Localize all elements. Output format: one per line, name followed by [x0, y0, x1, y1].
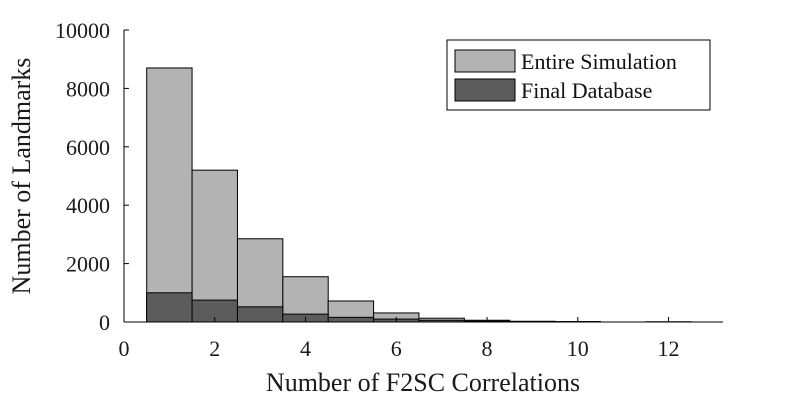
x-tick-label: 8 — [482, 336, 493, 361]
y-tick-label: 4000 — [66, 193, 110, 218]
ticks-layer: 0 2 4 6 8 10 12 0 2000 4000 6000 8000 10000 — [55, 18, 680, 361]
y-tick-label: 2000 — [66, 252, 110, 277]
y-tick-label: 8000 — [66, 76, 110, 101]
bar-entire-simulation-1 — [146, 67, 193, 323]
legend-label-entire-simulation: Entire Simulation — [521, 49, 677, 74]
x-tick-label: 6 — [391, 336, 402, 361]
bar-final-database-1 — [146, 292, 193, 323]
legend-swatch-entire-simulation — [454, 49, 516, 73]
y-tick-label: 10000 — [55, 18, 110, 43]
legend-label-final-database: Final Database — [521, 78, 652, 103]
bar-entire-simulation-2 — [191, 169, 238, 323]
y-tick-label: 0 — [99, 310, 110, 335]
x-axis-label: Number of F2SC Correlations — [266, 368, 580, 397]
bar-final-database-5 — [327, 316, 375, 323]
axes-layer — [123, 30, 723, 323]
y-tick-label: 6000 — [66, 135, 110, 160]
x-tick-label: 4 — [300, 336, 311, 361]
bar-final-database-3 — [236, 306, 284, 323]
x-tick-label: 12 — [658, 336, 680, 361]
y-axis-label: Number of Landmarks — [7, 58, 36, 295]
legend: Entire Simulation Final Database — [446, 39, 711, 111]
x-tick-label: 2 — [209, 336, 220, 361]
x-tick-label: 10 — [567, 336, 589, 361]
x-tick-label: 0 — [119, 336, 130, 361]
legend-swatch-final-database — [454, 78, 516, 102]
